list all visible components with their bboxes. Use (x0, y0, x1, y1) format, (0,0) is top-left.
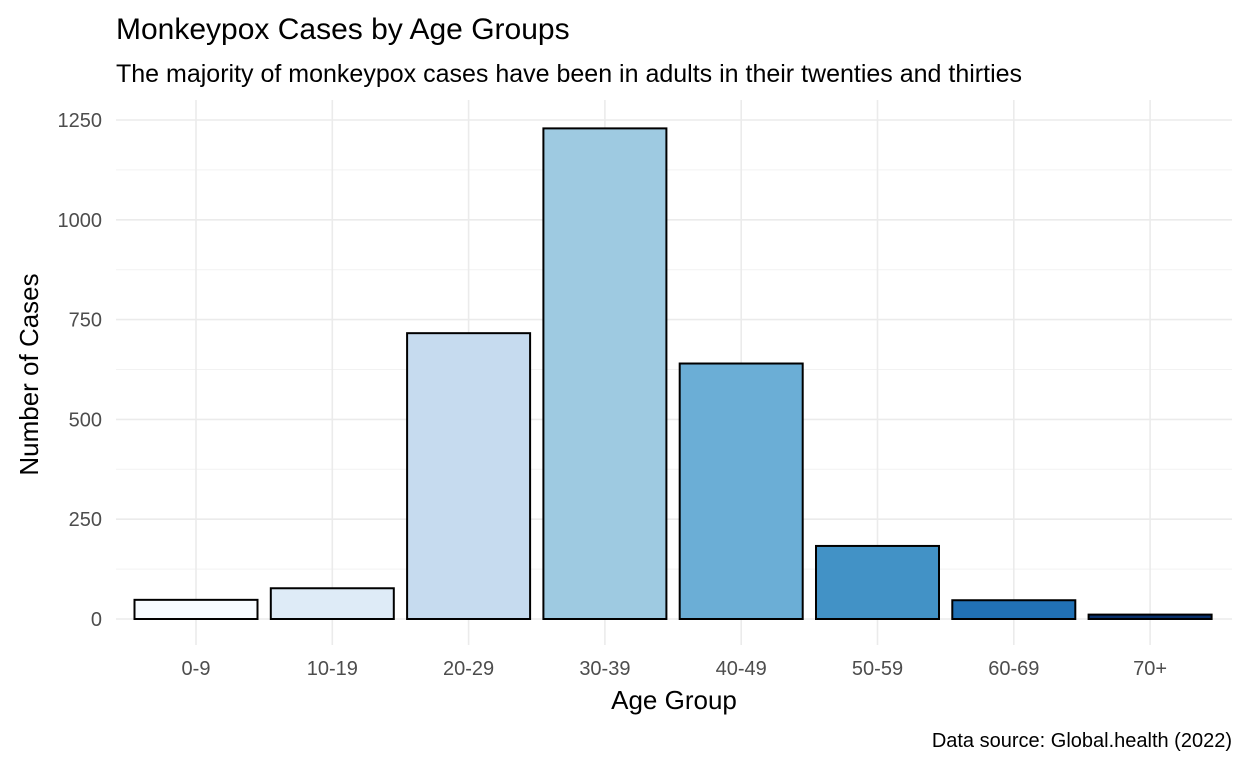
x-tick-label: 20-29 (443, 658, 494, 680)
bars (133, 127, 1213, 621)
x-axis-title: Age Group (611, 685, 737, 715)
x-tick-label: 10-19 (307, 658, 358, 680)
bar-0-9 (133, 598, 259, 620)
x-axis-ticks: 0-9 10-19 20-29 30-39 40-49 50-59 60-69 70+ (182, 658, 1168, 680)
x-tick-label: 60-69 (988, 658, 1039, 680)
x-tick-label: 50-59 (852, 658, 903, 680)
bar-50-59 (815, 544, 940, 621)
x-tick-label: 30-39 (579, 658, 630, 680)
y-tick-label: 500 (69, 409, 102, 431)
bar-10-19 (269, 587, 395, 620)
y-axis-ticks: 0 250 500 750 1000 1250 (58, 110, 103, 631)
bar-40-49 (678, 362, 804, 620)
bar-70+ (1087, 613, 1213, 621)
chart-title: Monkeypox Cases by Age Groups (116, 13, 570, 46)
chart-subtitle: The majority of monkeypox cases have bee… (116, 60, 1023, 88)
bar-20-29 (406, 332, 532, 620)
y-tick-label: 1250 (58, 110, 103, 132)
grid-lines (116, 100, 1232, 645)
y-tick-label: 250 (69, 509, 102, 531)
x-tick-label: 70+ (1133, 658, 1167, 680)
x-tick-label: 0-9 (182, 658, 211, 680)
y-tick-label: 1000 (58, 210, 103, 232)
data-source-caption: Data source: Global.health (2022) (931, 730, 1232, 752)
x-tick-label: 40-49 (716, 658, 767, 680)
y-tick-label: 0 (91, 609, 102, 631)
bar-60-69 (951, 599, 1077, 621)
bar-30-39 (542, 127, 668, 620)
y-tick-label: 750 (69, 310, 102, 332)
y-axis-title: Number of Cases (14, 273, 44, 475)
